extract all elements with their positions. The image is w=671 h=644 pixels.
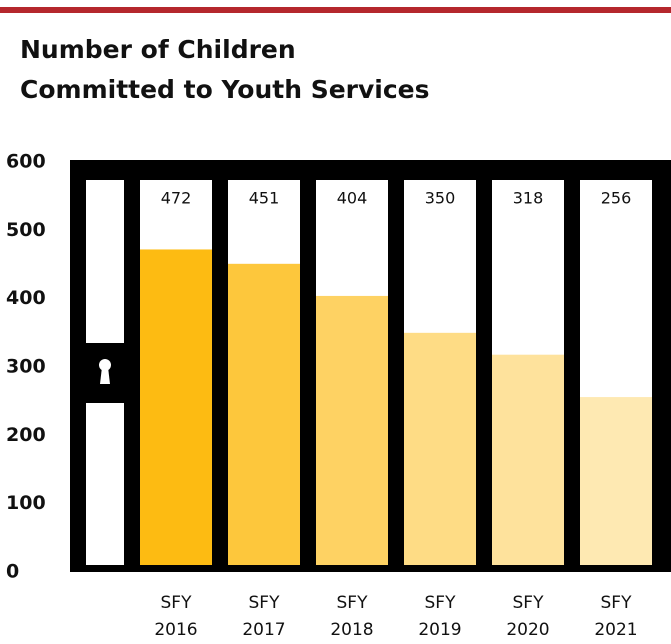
- value-label: 451: [249, 189, 280, 208]
- x-tick-label: SFY 2021: [594, 593, 638, 640]
- x-tick-label: SFY 2016: [154, 593, 198, 640]
- x-tick-label: SFY 2019: [418, 593, 462, 640]
- y-tick-label: 200: [6, 424, 46, 446]
- bar: [316, 295, 388, 565]
- bar: [580, 397, 652, 565]
- y-tick-label: 0: [6, 561, 19, 583]
- y-tick-label: 100: [6, 492, 46, 514]
- x-tick-label: SFY 2020: [506, 593, 550, 640]
- value-label: 350: [425, 189, 456, 208]
- value-label: 404: [337, 189, 368, 208]
- x-tick-label: SFY 2018: [330, 593, 374, 640]
- keyhole: [100, 367, 110, 384]
- y-tick-label: 500: [6, 219, 46, 241]
- bar: [228, 263, 300, 565]
- y-tick-label: 600: [6, 151, 46, 173]
- x-tick-label: SFY 2017: [242, 593, 286, 640]
- chart-title: Number of Children Committed to Youth Se…: [20, 35, 430, 104]
- y-tick-label: 400: [6, 287, 46, 309]
- value-label: 472: [161, 189, 192, 208]
- y-tick-label: 300: [6, 356, 46, 378]
- bar: [492, 354, 564, 565]
- bar: [404, 332, 476, 565]
- value-label: 256: [601, 189, 632, 208]
- top-rule: [0, 7, 671, 13]
- value-label: 318: [513, 189, 544, 208]
- bar: [140, 249, 212, 565]
